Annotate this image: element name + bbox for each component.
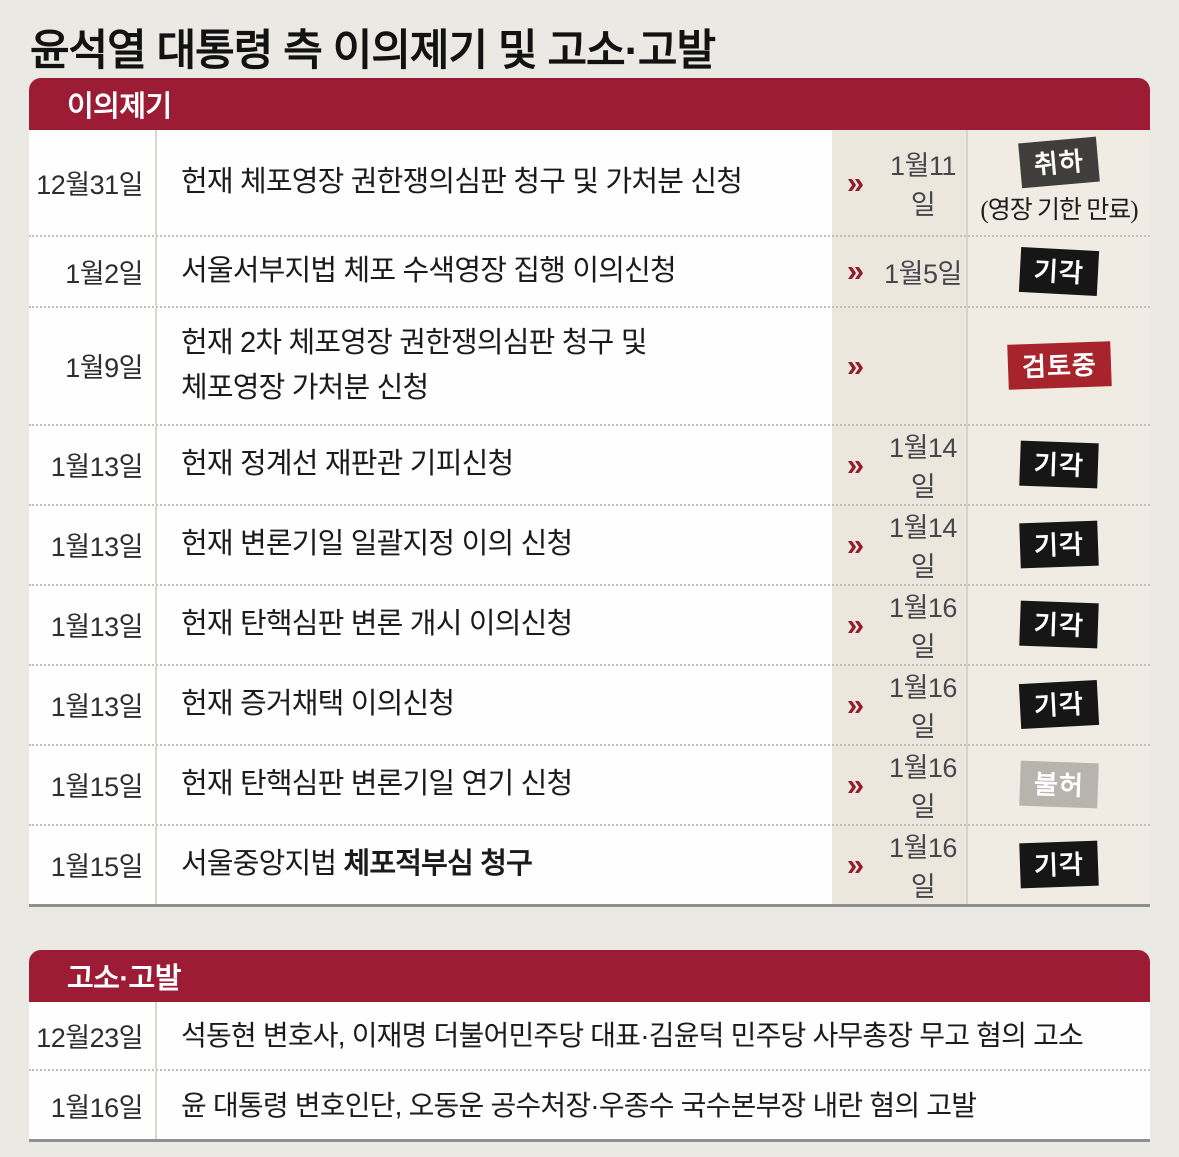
filing-content: 헌재 탄핵심판 변론 개시 이의신청 bbox=[181, 608, 573, 641]
result-date: 1월14일 bbox=[889, 512, 957, 582]
result-date: 1월5일 bbox=[884, 258, 962, 289]
filing-date: 1월16일 bbox=[29, 1071, 157, 1140]
filing-date: 12월31일 bbox=[29, 130, 157, 235]
result-date: 1월11일 bbox=[890, 150, 956, 220]
filing-date: 1월15일 bbox=[29, 745, 157, 824]
section-lawsuits: 고소·고발 12월23일 석동현 변호사, 이재명 더불어민주당 대표·김윤덕 … bbox=[29, 949, 1150, 1143]
status-badge: 기각 bbox=[1018, 680, 1100, 730]
section-header-lawsuits: 고소·고발 bbox=[29, 949, 1150, 1002]
table-row: 1월13일 헌재 증거채택 이의신청 » 1월16일 기각 bbox=[29, 665, 1150, 746]
table-row: 1월2일 서울서부지법 체포 수색영장 집행 이의신청 » 1월5일 기각 bbox=[29, 237, 1150, 308]
filing-content: 헌재 체포영장 권한쟁의심판 청구 및 가처분 신청 bbox=[181, 166, 743, 199]
table-row: 1월9일 헌재 2차 체포영장 권한쟁의심판 청구 및 체포영장 가처분 신청 … bbox=[29, 307, 1150, 426]
status-badge: 취하 bbox=[1018, 136, 1100, 188]
filing-content: 헌재 탄핵심판 변론기일 연기 신청 bbox=[181, 768, 573, 801]
double-chevron-icon: » bbox=[846, 686, 865, 722]
filing-content: 석동현 변호사, 이재명 더불어민주당 대표·김윤덕 민주당 사무총장 무고 혐… bbox=[181, 1019, 1084, 1051]
table-row: 1월15일 헌재 탄핵심판 변론기일 연기 신청 » 1월16일 불허 bbox=[29, 745, 1150, 826]
filing-content: 헌재 정계선 재판관 기피신청 bbox=[181, 448, 514, 481]
double-chevron-icon: » bbox=[846, 526, 865, 562]
filing-content-normal: 서울중앙지법 bbox=[181, 848, 337, 881]
double-chevron-icon: » bbox=[846, 347, 865, 383]
status-badge: 기각 bbox=[1019, 441, 1099, 489]
filing-content: 헌재 증거채택 이의신청 bbox=[181, 688, 455, 721]
status-badge: 기각 bbox=[1019, 841, 1099, 889]
double-chevron-icon: » bbox=[846, 766, 865, 802]
filing-date: 1월13일 bbox=[29, 505, 157, 584]
filing-content: 윤 대통령 변호인단, 오동운 공수처장·우종수 국수본부장 내란 혐의 고발 bbox=[181, 1089, 977, 1121]
filing-content-line1: 헌재 2차 체포영장 권한쟁의심판 청구 및 bbox=[181, 327, 648, 359]
result-date: 1월16일 bbox=[889, 832, 957, 902]
double-chevron-icon: » bbox=[846, 253, 865, 289]
filing-content: 헌재 2차 체포영장 권한쟁의심판 청구 및 체포영장 가처분 신청 bbox=[157, 309, 833, 423]
table-row: 12월31일 헌재 체포영장 권한쟁의심판 청구 및 가처분 신청 » 1월11… bbox=[29, 130, 1150, 237]
column-divider bbox=[966, 130, 968, 904]
double-chevron-icon: » bbox=[846, 446, 865, 482]
table-row: 12월23일 석동현 변호사, 이재명 더불어민주당 대표·김윤덕 민주당 사무… bbox=[29, 1001, 1150, 1072]
result-date: 1월16일 bbox=[889, 672, 957, 742]
filing-date: 1월13일 bbox=[29, 425, 157, 504]
filing-date: 1월9일 bbox=[29, 307, 157, 424]
status-note: (영장 기한 만료) bbox=[980, 196, 1138, 224]
status-badge: 기각 bbox=[1018, 246, 1100, 296]
table-row: 1월13일 헌재 변론기일 일괄지정 이의 신청 » 1월14일 기각 bbox=[29, 505, 1150, 586]
filing-date: 1월2일 bbox=[29, 237, 157, 306]
objections-table: 12월31일 헌재 체포영장 권한쟁의심판 청구 및 가처분 신청 » 1월11… bbox=[29, 130, 1150, 907]
filing-content: 헌재 변론기일 일괄지정 이의 신청 bbox=[181, 528, 573, 561]
page-title: 윤석열 대통령 측 이의제기 및 고소·고발 bbox=[30, 27, 716, 75]
filing-date: 1월13일 bbox=[29, 585, 157, 664]
filing-content-line2: 체포영장 가처분 신청 bbox=[181, 371, 429, 404]
double-chevron-icon: » bbox=[846, 846, 865, 882]
status-badge: 불허 bbox=[1019, 761, 1099, 809]
status-badge: 기각 bbox=[1019, 521, 1099, 569]
filing-content: 서울서부지법 체포 수색영장 집행 이의신청 bbox=[181, 255, 677, 287]
filing-content-bold: 체포적부심 청구 bbox=[343, 848, 533, 881]
table-row: 1월13일 헌재 탄핵심판 변론 개시 이의신청 » 1월16일 기각 bbox=[29, 585, 1150, 666]
filing-date: 12월23일 bbox=[29, 1001, 157, 1070]
filing-date: 1월13일 bbox=[29, 665, 157, 744]
section-header-objections: 이의제기 bbox=[29, 78, 1150, 130]
result-date: 1월16일 bbox=[889, 592, 957, 662]
table-row: 1월16일 윤 대통령 변호인단, 오동운 공수처장·우종수 국수본부장 내란 … bbox=[29, 1071, 1150, 1140]
status-badge: 검토중 bbox=[1006, 341, 1112, 391]
table-row: 1월13일 헌재 정계선 재판관 기피신청 » 1월14일 기각 bbox=[29, 425, 1150, 506]
status-badge: 기각 bbox=[1019, 601, 1099, 649]
result-date: 1월14일 bbox=[889, 432, 957, 502]
table-row: 1월15일 서울중앙지법 체포적부심 청구 » 1월16일 기각 bbox=[29, 825, 1150, 904]
filing-date: 1월15일 bbox=[29, 825, 157, 904]
double-chevron-icon: » bbox=[846, 606, 865, 642]
section-objections: 이의제기 12월31일 헌재 체포영장 권한쟁의심판 청구 및 가처분 신청 »… bbox=[29, 78, 1150, 907]
result-date: 1월16일 bbox=[889, 752, 957, 822]
filing-content: 서울중앙지법 체포적부심 청구 bbox=[157, 830, 833, 899]
double-chevron-icon: » bbox=[846, 164, 865, 200]
lawsuits-table: 12월23일 석동현 변호사, 이재명 더불어민주당 대표·김윤덕 민주당 사무… bbox=[29, 1001, 1150, 1143]
